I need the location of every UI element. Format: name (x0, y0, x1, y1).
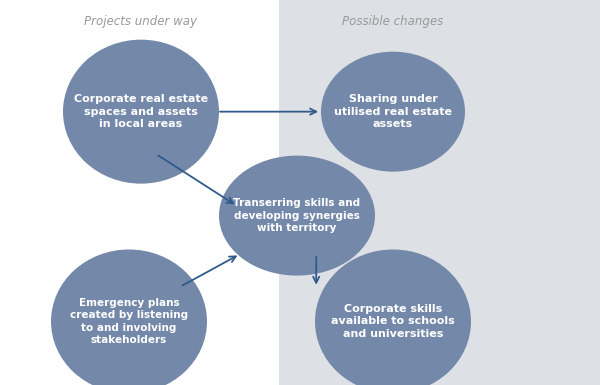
Ellipse shape (51, 249, 207, 385)
Ellipse shape (63, 40, 219, 184)
Text: Emergency plans
created by listening
to and involving
stakeholders: Emergency plans created by listening to … (70, 298, 188, 345)
Text: Sharing under
utilised real estate
assets: Sharing under utilised real estate asset… (334, 94, 452, 129)
Text: Corporate real estate
spaces and assets
in local areas: Corporate real estate spaces and assets … (74, 94, 208, 129)
Text: Corporate skills
available to schools
and universities: Corporate skills available to schools an… (331, 304, 455, 339)
Bar (279, 0, 600, 385)
Ellipse shape (321, 52, 465, 172)
Ellipse shape (315, 249, 471, 385)
Ellipse shape (219, 156, 375, 276)
Text: Possible changes: Possible changes (343, 15, 443, 28)
Text: Projects under way: Projects under way (85, 15, 197, 28)
Text: Transerring skills and
developing synergies
with territory: Transerring skills and developing synerg… (233, 198, 361, 233)
